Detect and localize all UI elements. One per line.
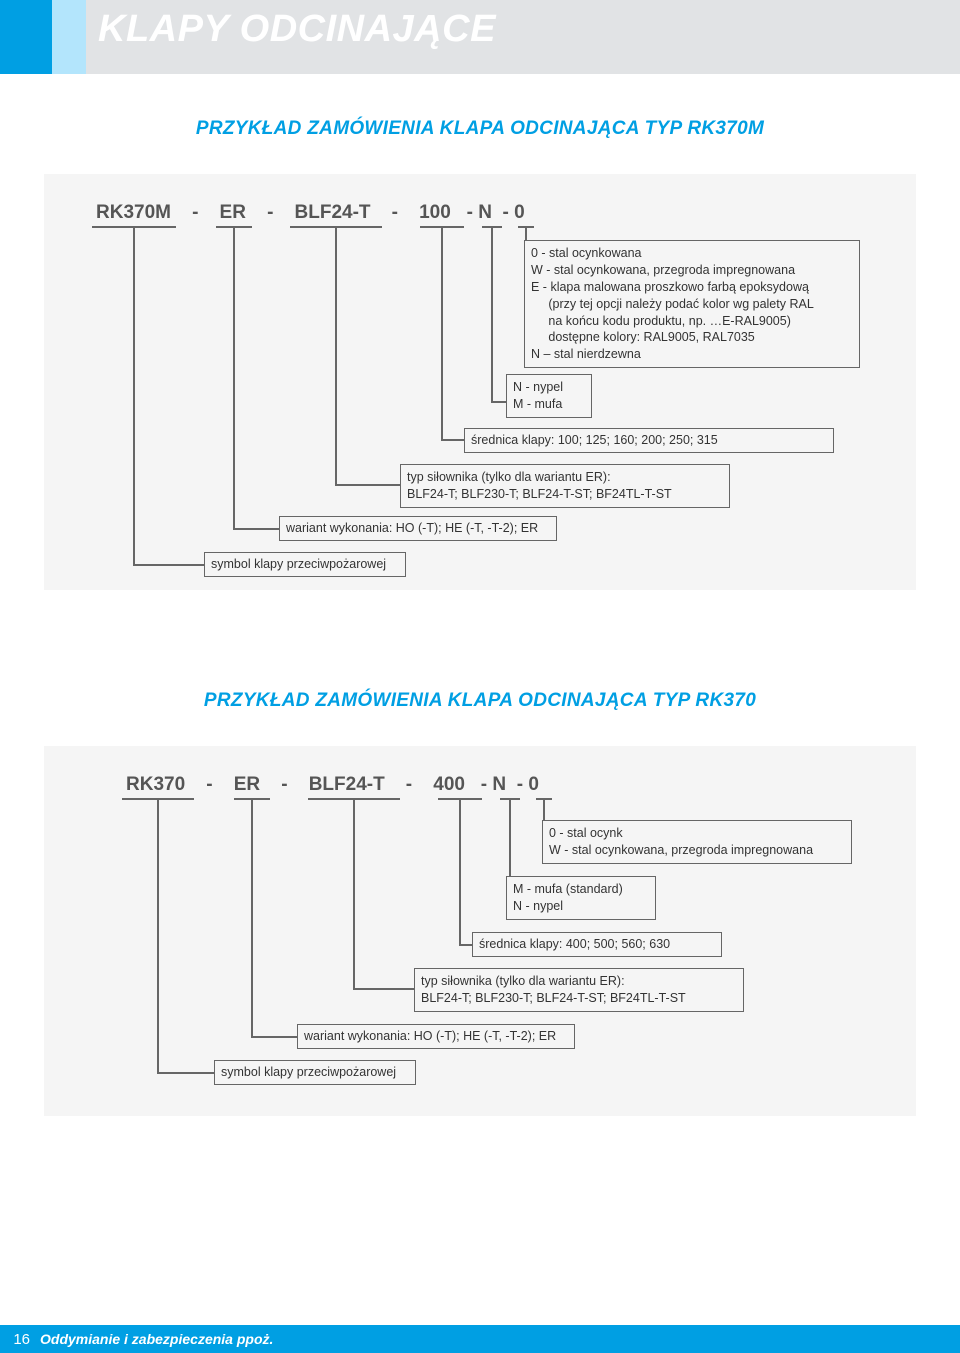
- diameter-text: średnica klapy: 100; 125; 160; 200; 250;…: [471, 433, 718, 447]
- act2-l1: typ siłownika (tylko dla wariantu ER):: [421, 973, 737, 990]
- conn: [251, 1036, 297, 1038]
- act-l2: BLF24-T; BLF230-T; BLF24-T-ST; BF24TL-T-…: [407, 486, 723, 503]
- finish-l6: dostępne kolory: RAL9005, RAL7035: [531, 329, 853, 346]
- diameter2-text: średnica klapy: 400; 500; 560; 630: [479, 937, 670, 951]
- finish-l4: (przy tej opcji należy podać kolor wg pa…: [531, 296, 853, 313]
- code-p3: BLF24-T: [295, 202, 371, 223]
- act-l1: typ siłownika (tylko dla wariantu ER):: [407, 469, 723, 486]
- code-p6: 0: [514, 202, 525, 223]
- code2-p4: 400: [433, 774, 465, 795]
- finish2-l2: W - stal ocynkowana, przegroda impregnow…: [549, 842, 845, 859]
- legend2-variant: wariant wykonania: HO (-T); HE (-T, -T-2…: [297, 1024, 575, 1049]
- conn-l2: M - mufa: [513, 396, 585, 413]
- conn: [233, 226, 235, 528]
- legend2-actuator: typ siłownika (tylko dla wariantu ER): B…: [414, 968, 744, 1012]
- legend-diameter: średnica klapy: 100; 125; 160; 200; 250;…: [464, 428, 834, 453]
- section1-title: PRZYKŁAD ZAMÓWIENIA KLAPA ODCINAJĄCA TYP…: [0, 118, 960, 140]
- conn: [543, 798, 545, 820]
- conn: [525, 226, 527, 240]
- conn: [335, 484, 400, 486]
- code2-p3: BLF24-T: [309, 774, 385, 795]
- conn: [251, 798, 253, 1036]
- page-header: KLAPY ODCINAJĄCE: [0, 0, 960, 74]
- conn: [491, 226, 493, 401]
- finish-l3: E - klapa malowana proszkowo farbą epoks…: [531, 279, 853, 296]
- legend-variant: wariant wykonania: HO (-T); HE (-T, -T-2…: [279, 516, 557, 541]
- code2-p2: ER: [234, 774, 260, 795]
- conn2-l2: N - nypel: [513, 898, 649, 915]
- act2-l2: BLF24-T; BLF230-T; BLF24-T-ST; BF24TL-T-…: [421, 990, 737, 1007]
- footer-text: Oddymianie i zabezpieczenia ppoż.: [40, 1331, 273, 1347]
- variant2-text: wariant wykonania: HO (-T); HE (-T, -T-2…: [304, 1029, 556, 1043]
- conn: [233, 528, 279, 530]
- section2-title: PRZYKŁAD ZAMÓWIENIA KLAPA ODCINAJĄCA TYP…: [0, 690, 960, 712]
- legend2-conn: M - mufa (standard) N - nypel: [506, 876, 656, 920]
- conn2-l1: M - mufa (standard): [513, 881, 649, 898]
- conn: [441, 226, 443, 439]
- page-footer: 16 Oddymianie i zabezpieczenia ppoż.: [0, 1325, 960, 1353]
- legend-conn: N - nypel M - mufa: [506, 374, 592, 418]
- section2-panel: RK370 - ER - BLF24-T - 400 - N - 0 0 - s…: [44, 746, 916, 1116]
- header-title: KLAPY ODCINAJĄCE: [98, 8, 496, 51]
- code2-p6: 0: [528, 774, 539, 795]
- finish-l5: na końcu kodu produktu, np. …E-RAL9005): [531, 313, 853, 330]
- conn: [335, 226, 337, 484]
- finish2-l1: 0 - stal ocynk: [549, 825, 845, 842]
- conn: [133, 564, 204, 566]
- legend2-symbol: symbol klapy przeciwpożarowej: [214, 1060, 416, 1085]
- conn: [459, 798, 461, 944]
- conn: [441, 439, 464, 441]
- conn: [459, 944, 472, 946]
- finish-l7: N – stal nierdzewna: [531, 346, 853, 363]
- legend-symbol: symbol klapy przeciwpożarowej: [204, 552, 406, 577]
- conn: [491, 401, 506, 403]
- conn-l1: N - nypel: [513, 379, 585, 396]
- conn: [509, 798, 511, 876]
- finish-l2: W - stal ocynkowana, przegroda impregnow…: [531, 262, 853, 279]
- legend-actuator: typ siłownika (tylko dla wariantu ER): B…: [400, 464, 730, 508]
- symbol-text: symbol klapy przeciwpożarowej: [211, 557, 386, 571]
- conn: [133, 226, 135, 564]
- symbol2-text: symbol klapy przeciwpożarowej: [221, 1065, 396, 1079]
- code-p4: 100: [419, 202, 451, 223]
- footer-page-number: 16: [0, 1331, 36, 1348]
- legend-finish: 0 - stal ocynkowana W - stal ocynkowana,…: [524, 240, 860, 368]
- order-code-2: RK370 - ER - BLF24-T - 400 - N - 0: [126, 774, 539, 796]
- conn: [353, 798, 355, 988]
- legend2-finish: 0 - stal ocynk W - stal ocynkowana, prze…: [542, 820, 852, 864]
- order-code-1: RK370M - ER - BLF24-T - 100 - N - 0: [96, 202, 525, 224]
- code-p5: N: [478, 202, 492, 223]
- conn: [353, 988, 414, 990]
- section1-panel: RK370M - ER - BLF24-T - 100 - N - 0 0 - …: [44, 174, 916, 590]
- code2-p1: RK370: [126, 774, 185, 795]
- conn: [157, 1072, 214, 1074]
- code2-p5: N: [492, 774, 506, 795]
- variant-text: wariant wykonania: HO (-T); HE (-T, -T-2…: [286, 521, 538, 535]
- finish-l1: 0 - stal ocynkowana: [531, 245, 853, 262]
- legend2-diameter: średnica klapy: 400; 500; 560; 630: [472, 932, 722, 957]
- conn: [157, 798, 159, 1072]
- code-p1: RK370M: [96, 202, 171, 223]
- code-p2: ER: [220, 202, 246, 223]
- header-accent-light: [52, 0, 86, 74]
- header-accent-dark: [0, 0, 52, 74]
